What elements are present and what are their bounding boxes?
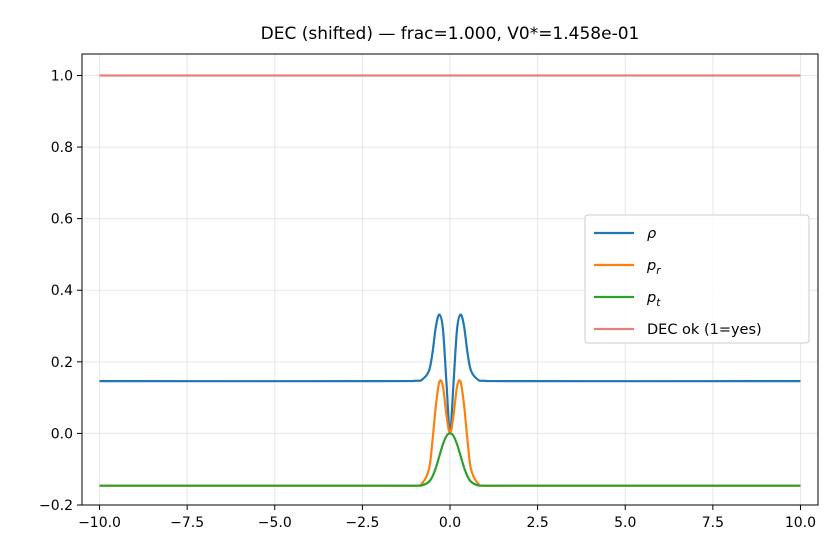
y-tick-label: −0.2: [39, 498, 73, 514]
legend-entry-label: ρ: [647, 226, 657, 242]
y-tick-label: 0.8: [51, 140, 73, 156]
x-tick-label: −10.0: [78, 515, 121, 531]
legend-entry-subscript: t: [656, 297, 661, 309]
y-tick-label: 0.4: [51, 283, 73, 299]
y-tick-label: 0.2: [51, 355, 73, 371]
x-tick-label: −5.0: [258, 515, 292, 531]
legend-entry-label: DEC ok (1=yes): [647, 322, 762, 338]
legend-entry: pt: [646, 290, 661, 309]
x-tick-label: 5.0: [614, 515, 636, 531]
series-line: [99, 432, 801, 487]
legend-entry-label: p: [646, 290, 656, 306]
legend-entry: DEC ok (1=yes): [647, 322, 762, 338]
y-axis: −0.2 0.0 0.2 0.4 0.6 0.8 1.0: [39, 68, 82, 514]
legend-entry-label: p: [646, 258, 656, 274]
legend-entry-subscript: r: [656, 265, 661, 277]
series-lines: [99, 74, 801, 487]
legend-entry: pr: [646, 258, 661, 277]
x-tick-label: 0.0: [439, 515, 461, 531]
y-tick-label: 0.0: [51, 426, 73, 442]
x-tick-label: 7.5: [702, 515, 724, 531]
legend-entry: ρ: [647, 226, 657, 242]
y-tick-label: 1.0: [51, 68, 73, 84]
x-tick-label: −2.5: [345, 515, 379, 531]
x-tick-label: 2.5: [526, 515, 548, 531]
chart-title: DEC (shifted) — frac=1.000, V0*=1.458e-0…: [261, 24, 640, 44]
y-tick-label: 0.6: [51, 212, 73, 228]
x-tick-label: 10.0: [785, 515, 816, 531]
x-axis: −10.0 −7.5 −5.0 −2.5 0.0 2.5 5.0 7.5 10.0: [78, 505, 816, 531]
x-tick-label: −7.5: [170, 515, 204, 531]
legend-box: [584, 214, 810, 344]
